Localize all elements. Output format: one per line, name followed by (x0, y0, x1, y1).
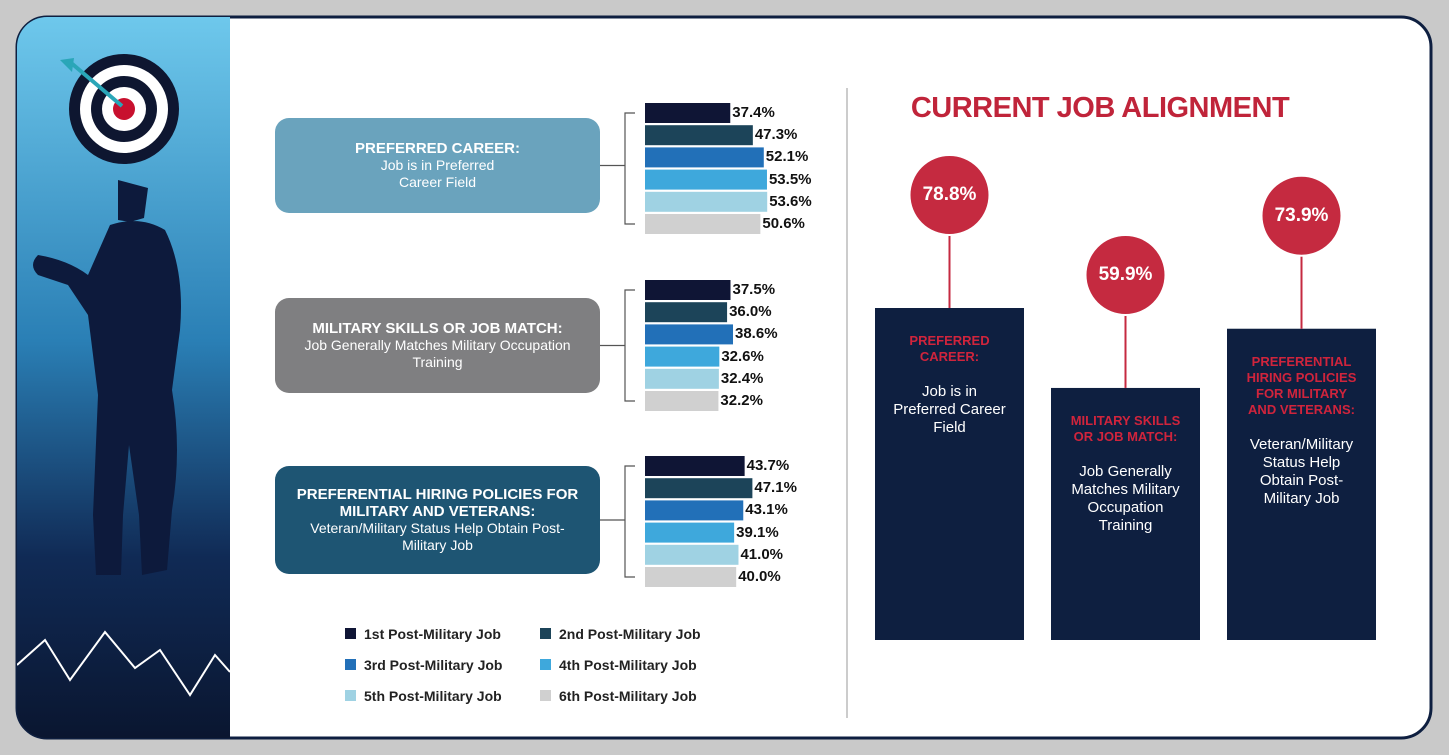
bar (645, 103, 731, 123)
value-circle (908, 154, 991, 236)
alignment-box (875, 308, 1024, 640)
bar (645, 391, 719, 411)
legend-swatch (540, 659, 551, 670)
legend-swatch (540, 690, 551, 701)
bar (645, 368, 719, 389)
bar (645, 567, 737, 587)
bar (645, 522, 735, 543)
text: Veteran/Military Status Help Obtain Post… (1249, 435, 1354, 507)
legend-label: 3rd Post-Military Job (364, 657, 503, 673)
label-box (275, 298, 600, 393)
bar (645, 125, 753, 146)
value-label: 53.6% (769, 192, 812, 210)
circle-label: 78.8% (922, 184, 977, 205)
bar (645, 214, 761, 234)
value-label: 37.5% (732, 281, 776, 298)
bar (645, 544, 739, 565)
legend-label: 6th Post-Military Job (559, 688, 697, 704)
value-label: 41.0% (740, 545, 784, 563)
value-label: 39.1% (736, 523, 779, 541)
legend-label: 2nd Post-Military Job (559, 626, 701, 642)
value-label: 38.6% (735, 325, 778, 343)
text: PREFERENTIAL HIRING POLICIES FOR MILITAR… (1246, 353, 1357, 417)
value-label: 53.5% (768, 170, 812, 188)
bracket (600, 112, 635, 225)
legend-swatch (540, 628, 551, 639)
value-label: 52.1% (765, 148, 809, 166)
value-label: 50.6% (762, 215, 805, 232)
alignment-box (1051, 387, 1200, 640)
side-panel (17, 17, 231, 738)
bar (645, 500, 744, 521)
value-label: 36.0% (729, 303, 772, 321)
alignment-title: CURRENT JOB ALIGNMENT (910, 92, 1290, 124)
alignment-text: PREFERRED CAREER: Job is in Preferred Car… (890, 333, 1010, 437)
bar (645, 302, 728, 323)
legend-label: 1st Post-Military Job (364, 626, 501, 642)
bracket (600, 465, 635, 578)
label-text: PREFERRED CAREER: Job is in Preferred Car… (275, 118, 600, 213)
value-circle (1084, 233, 1167, 316)
text: PREFERRED CAREER: (909, 333, 990, 364)
text: MILITARY SKILLS OR JOB MATCH: (312, 320, 563, 337)
text: MILITARY SKILLS OR JOB MATCH: (1070, 412, 1181, 444)
value-label: 37.4% (732, 104, 775, 121)
bar (645, 478, 753, 499)
text: Job Generally Matches Military Occupatio… (304, 337, 571, 370)
legend-label: 5th Post-Military Job (364, 688, 502, 704)
bar (645, 147, 764, 168)
value-label: 40.0% (738, 568, 781, 585)
alignment-text: PREFERENTIAL HIRING POLICIES FOR MILITAR… (1242, 354, 1362, 508)
value-label: 47.1% (754, 479, 797, 497)
bar (645, 169, 767, 190)
alignment-box (1227, 328, 1376, 640)
text: Veteran/Military Status Help Obtain Post… (310, 520, 565, 553)
value-label: 43.7% (746, 457, 790, 474)
label-box (275, 118, 600, 213)
value-label: 32.2% (720, 392, 763, 409)
text: Job is in Preferred Career Field (893, 383, 1006, 436)
value-label: 43.1% (745, 501, 788, 519)
text: PREFERRED CAREER: (354, 140, 520, 157)
legend-swatch (345, 628, 356, 639)
bar (645, 191, 768, 212)
text: PREFERENTIAL HIRING POLICIES FOR MILITAR… (296, 486, 579, 520)
legend-swatch (345, 690, 356, 701)
label-text: PREFERENTIAL HIRING POLICIES FOR MILITAR… (275, 466, 600, 574)
value-label: 32.4% (720, 369, 764, 387)
label-box (275, 466, 600, 574)
bracket (600, 289, 635, 402)
alignment-text: MILITARY SKILLS OR JOB MATCH: Job General… (1066, 413, 1186, 535)
bar (645, 280, 731, 300)
circle-label: 73.9% (1274, 204, 1329, 226)
circle-label: 59.9% (1098, 263, 1153, 285)
bar (645, 324, 734, 345)
bar (645, 456, 745, 476)
text: Job is in Preferred Career Field (380, 157, 495, 190)
legend-swatch (345, 659, 356, 670)
legend-label: 4th Post-Military Job (559, 657, 697, 673)
bar (645, 346, 720, 367)
value-label: 32.6% (721, 347, 764, 365)
label-text: MILITARY SKILLS OR JOB MATCH: Job General… (275, 298, 600, 393)
value-circle (1260, 174, 1343, 257)
value-label: 47.3% (754, 126, 798, 144)
text: Job Generally Matches Military Occupatio… (1071, 462, 1180, 534)
